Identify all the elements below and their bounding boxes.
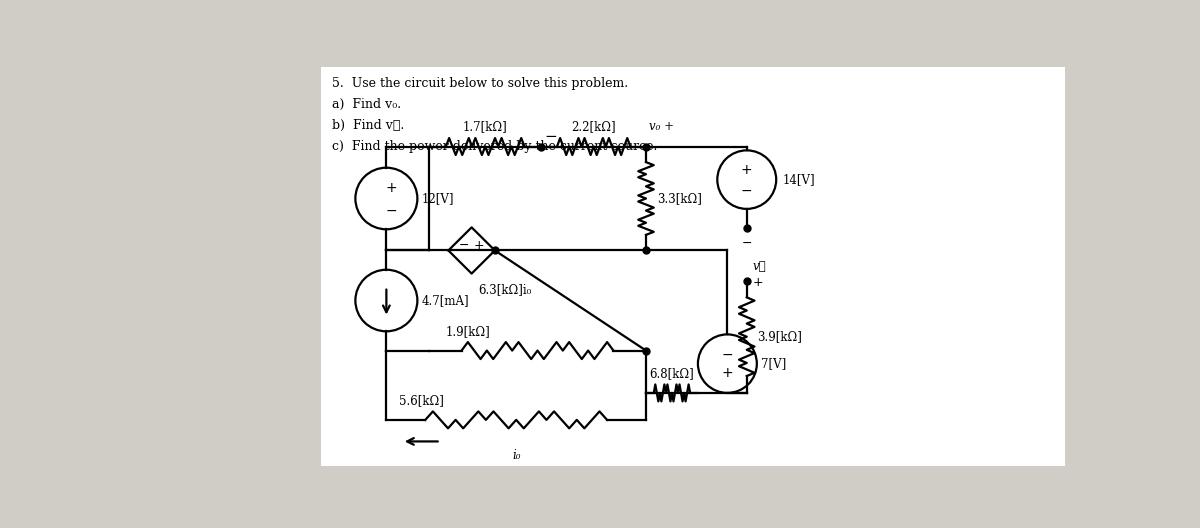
Text: +: + [474, 239, 485, 252]
Text: 5.6[kΩ]: 5.6[kΩ] [398, 394, 444, 408]
Text: 12[V]: 12[V] [422, 192, 455, 205]
Text: vᵯ: vᵯ [752, 260, 767, 274]
Text: +: + [740, 163, 752, 177]
Text: 2.2[kΩ]: 2.2[kΩ] [571, 120, 616, 133]
Text: −: − [385, 204, 397, 218]
Text: b)  Find vᵯ.: b) Find vᵯ. [332, 119, 404, 132]
Text: a)  Find v₀.: a) Find v₀. [332, 98, 401, 111]
Text: 6.3[kΩ]i₀: 6.3[kΩ]i₀ [478, 283, 532, 296]
Text: −: − [721, 347, 733, 362]
Text: +: + [721, 366, 733, 380]
Text: c)  Find the power delivered by the current source.: c) Find the power delivered by the curre… [332, 139, 658, 153]
Text: 7[V]: 7[V] [762, 357, 787, 370]
Text: i₀: i₀ [512, 449, 521, 462]
Text: −: − [740, 183, 752, 197]
Text: −: − [742, 238, 752, 250]
Bar [320, 67, 1064, 466]
Text: 1.9[kΩ]: 1.9[kΩ] [445, 325, 490, 338]
Text: 3.9[kΩ]: 3.9[kΩ] [757, 330, 803, 343]
Text: 3.3[kΩ]: 3.3[kΩ] [656, 192, 702, 205]
Text: −: − [545, 129, 557, 144]
Text: +: + [385, 181, 397, 195]
Text: 1.7[kΩ]: 1.7[kΩ] [463, 120, 508, 133]
Text: 4.7[mA]: 4.7[mA] [422, 294, 469, 307]
Text: +: + [752, 276, 763, 289]
Text: 14[V]: 14[V] [782, 173, 815, 186]
Text: 6.8[kΩ]: 6.8[kΩ] [649, 367, 695, 381]
Text: −: − [458, 239, 469, 252]
Text: v₀ +: v₀ + [649, 120, 674, 133]
Text: 5.  Use the circuit below to solve this problem.: 5. Use the circuit below to solve this p… [332, 77, 629, 90]
